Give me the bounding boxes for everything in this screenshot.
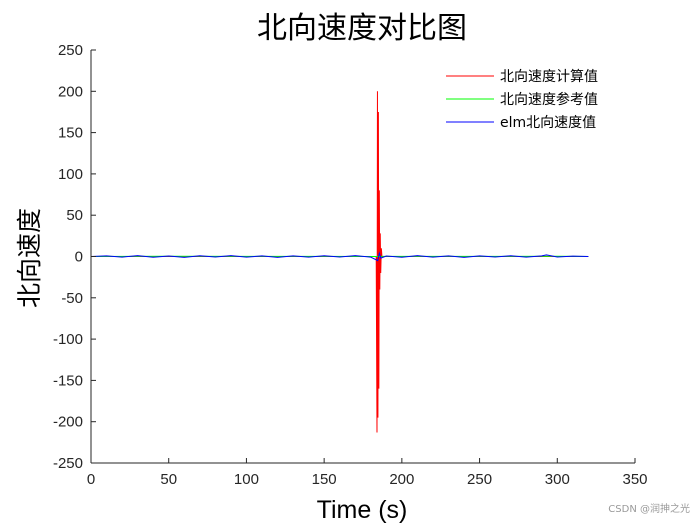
x-tick-label: 100 bbox=[234, 471, 259, 488]
x-tick-label: 250 bbox=[467, 471, 492, 488]
series-line-3 bbox=[90, 251, 589, 262]
y-tick-label: 0 bbox=[75, 249, 83, 266]
y-tick-label: 50 bbox=[66, 207, 83, 224]
y-tick-label: -50 bbox=[61, 290, 83, 307]
chart-title: 北向速度对比图 bbox=[257, 11, 467, 46]
y-tick-label: -200 bbox=[53, 414, 83, 431]
legend-label: elm北向速度值 bbox=[500, 115, 596, 131]
watermark: CSDN @润抻之光 bbox=[608, 504, 690, 515]
x-tick-label: 50 bbox=[160, 471, 177, 488]
x-axis-title: Time (s) bbox=[317, 496, 408, 524]
x-ticks: 0 50 100 150 200 250 300 350 bbox=[87, 458, 648, 488]
plot-lines bbox=[90, 91, 589, 433]
x-tick-label: 0 bbox=[87, 471, 95, 488]
legend-label: 北向速度计算值 bbox=[500, 69, 598, 85]
y-tick-label: 100 bbox=[58, 166, 83, 183]
series-line-1 bbox=[91, 91, 589, 433]
x-tick-label: 200 bbox=[389, 471, 414, 488]
y-ticks: -250 -200 -150 -100 -50 0 50 100 150 200 250 bbox=[53, 42, 96, 472]
y-tick-label: -250 bbox=[53, 455, 83, 472]
legend-label: 北向速度参考值 bbox=[500, 91, 598, 108]
y-tick-label: 150 bbox=[58, 125, 83, 142]
y-axis-title: 北向速度 bbox=[16, 208, 44, 308]
y-tick-label: 200 bbox=[58, 83, 83, 100]
y-tick-label: -100 bbox=[53, 331, 83, 348]
y-tick-label: -150 bbox=[53, 372, 83, 389]
x-tick-label: 300 bbox=[545, 471, 570, 488]
y-tick-label: 250 bbox=[58, 42, 83, 59]
x-tick-label: 150 bbox=[312, 471, 337, 488]
x-tick-label: 350 bbox=[622, 471, 647, 488]
